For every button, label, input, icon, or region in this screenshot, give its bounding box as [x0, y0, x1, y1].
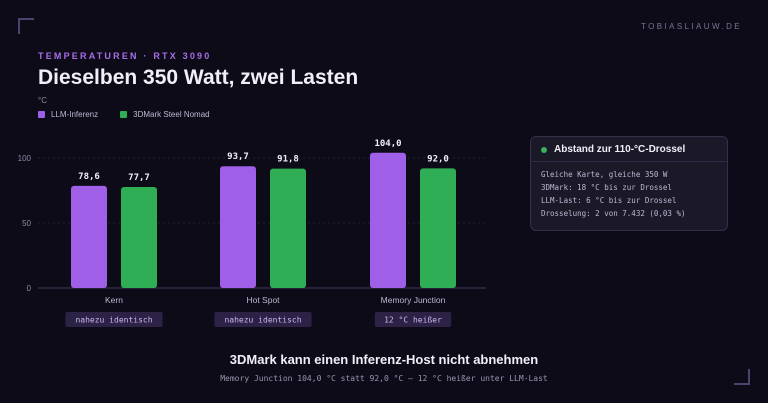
bar-3dmark [420, 168, 456, 288]
x-tick-label: Kern [105, 295, 123, 305]
corner-bracket-bottom-right [734, 369, 750, 385]
y-tick-label: 50 [22, 219, 31, 228]
card-header: Abstand zur 110-°C-Drossel [541, 144, 717, 155]
data-label: 93,7 [227, 152, 249, 162]
legend-item-llm: LLM-Inferenz [38, 110, 98, 119]
status-dot-icon [541, 146, 547, 153]
data-label: 77,7 [128, 173, 150, 183]
card-title: Abstand zur 110-°C-Drossel [554, 144, 686, 155]
throttle-gap-card: Abstand zur 110-°C-Drossel Gleiche Karte… [530, 136, 728, 231]
data-label: 92,0 [427, 154, 449, 164]
footer-subline: Memory Junction 104,0 °C statt 92,0 °C —… [220, 374, 548, 383]
comparison-badge-label: nahezu identisch [224, 316, 301, 325]
comparison-badge [214, 312, 312, 327]
comparison-badge [374, 312, 452, 327]
bar-3dmark [270, 168, 306, 288]
card-line: 3DMark: 18 °C bis zur Drossel [541, 183, 672, 192]
x-tick-label: Hot Spot [246, 295, 280, 305]
card-line: LLM-Last: 6 °C bis zur Drossel [541, 196, 677, 205]
chart-legend: LLM-Inferenz 3DMark Steel Nomad [38, 110, 210, 119]
comparison-badge-label: nahezu identisch [75, 316, 152, 325]
y-tick-label: 100 [18, 154, 32, 163]
data-label: 104,0 [374, 139, 401, 149]
card-divider [531, 161, 727, 162]
legend-item-3dmark: 3DMark Steel Nomad [120, 110, 210, 119]
footer-headline: 3DMark kann einen Inferenz-Host nicht ab… [229, 352, 539, 367]
legend-label-3dmark: 3DMark Steel Nomad [133, 110, 210, 119]
bar-llm [220, 166, 256, 288]
brand-label: TOBIASLIAUW.DE [640, 22, 742, 31]
y-tick-label: 0 [27, 284, 32, 293]
bar-3dmark [121, 186, 157, 288]
x-tick-label: Memory Junction [381, 295, 446, 305]
bar-chart: 0 50 100 78,6 77,7 Kern nahezu identisch 93,7 91… [18, 139, 486, 327]
card-line: Drosselung: 2 von 7.432 (0,03 %) [541, 209, 686, 218]
bar-llm [71, 185, 107, 288]
comparison-badge [65, 312, 163, 327]
y-axis-unit: °C [38, 96, 47, 105]
eyebrow-label: TEMPERATUREN · RTX 3090 [38, 51, 212, 61]
legend-swatch-llm [38, 111, 45, 118]
bar-llm [370, 152, 406, 288]
legend-label-llm: LLM-Inferenz [51, 110, 99, 119]
data-label: 78,6 [78, 172, 100, 182]
card-line: Gleiche Karte, gleiche 350 W [541, 170, 668, 179]
data-label: 91,8 [277, 155, 299, 165]
corner-bracket-top-left [18, 18, 34, 34]
chart-title: Dieselben 350 Watt, zwei Lasten [38, 66, 359, 89]
legend-swatch-3dmark [120, 111, 128, 118]
comparison-badge-label: 12 °C heißer [384, 316, 442, 325]
